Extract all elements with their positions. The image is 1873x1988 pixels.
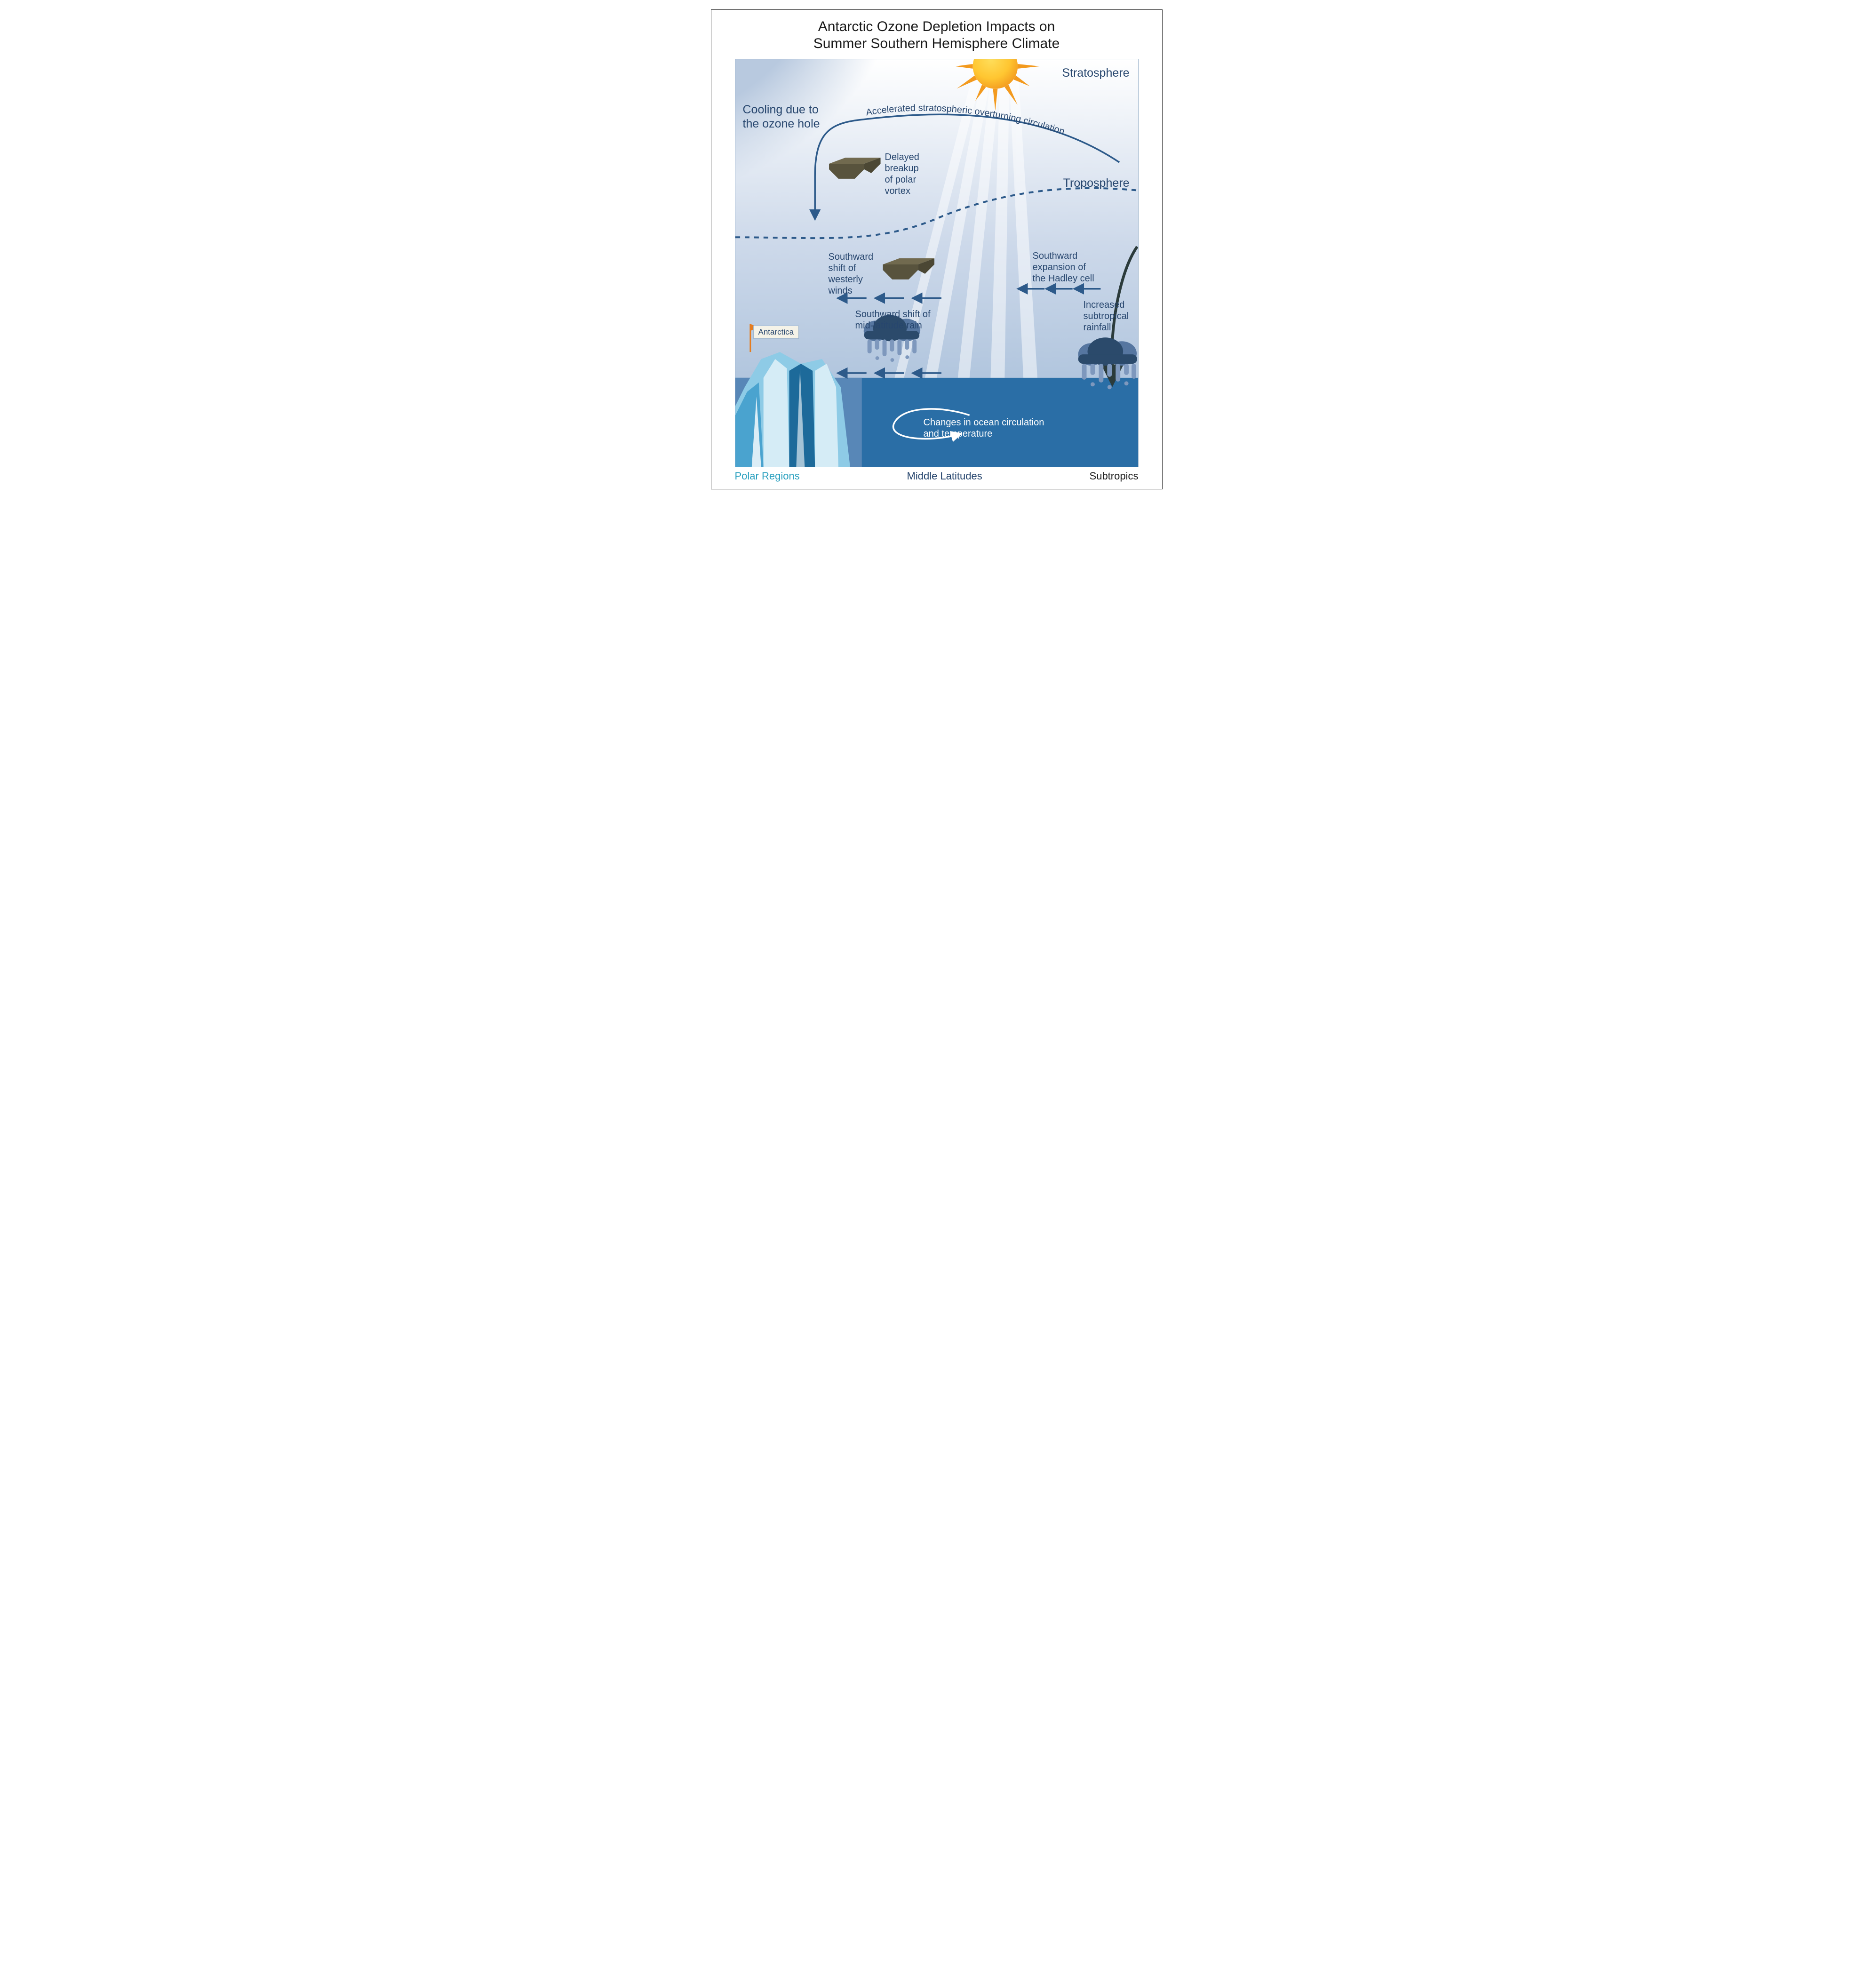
- text: the Hadley cell: [1033, 273, 1094, 284]
- vortex-label: Delayed breakup of polar vortex: [885, 152, 919, 197]
- accel-circ-label: Accelerated stratospheric overturning ci…: [865, 103, 1066, 137]
- text: Changes in ocean circulation: [924, 417, 1044, 428]
- text: expansion of: [1033, 262, 1086, 272]
- text: Southward: [829, 252, 874, 262]
- antarctica-flag-label: Antarctica: [753, 326, 799, 339]
- text: shift of: [829, 263, 856, 273]
- text: winds: [829, 286, 853, 296]
- text: Antarctica: [758, 327, 794, 336]
- text: breakup: [885, 163, 919, 174]
- bottom-axis: Polar Regions Middle Latitudes Subtropic…: [735, 470, 1139, 482]
- figure-container: Antarctic Ozone Depletion Impacts on Sum…: [711, 9, 1163, 489]
- svg-text:Accelerated stratospheric over: Accelerated stratospheric overturning ci…: [865, 103, 1066, 137]
- rain-shift-label: Southward shift of mid-latitude rain: [855, 309, 931, 331]
- ocean-label: Changes in ocean circulation and tempera…: [924, 417, 1044, 439]
- diagram-frame: Cooling due to the ozone hole Stratosphe…: [735, 59, 1139, 467]
- text: Southward shift of: [855, 309, 931, 319]
- subtropical-rain-label: Increased subtropical rainfall: [1084, 299, 1129, 333]
- figure-title: Antarctic Ozone Depletion Impacts on Sum…: [711, 10, 1162, 52]
- text: westerly: [829, 274, 863, 285]
- axis-subtropics: Subtropics: [1090, 470, 1139, 482]
- title-line-2: Summer Southern Hemisphere Climate: [813, 36, 1060, 51]
- text: Delayed: [885, 152, 919, 162]
- text: Increased: [1084, 300, 1125, 310]
- text: and temperature: [924, 429, 993, 439]
- text: subtropical: [1084, 311, 1129, 321]
- text: of polar: [885, 175, 917, 185]
- text: Southward: [1033, 251, 1078, 261]
- hadley-label: Southward expansion of the Hadley cell: [1033, 250, 1094, 284]
- text: rainfall: [1084, 322, 1111, 333]
- text: mid-latitude rain: [855, 320, 922, 331]
- axis-mid: Middle Latitudes: [907, 470, 982, 482]
- axis-polar: Polar Regions: [735, 470, 800, 482]
- text: vortex: [885, 186, 910, 196]
- title-line-1: Antarctic Ozone Depletion Impacts on: [818, 19, 1055, 34]
- westerly-label: Southward shift of westerly winds: [829, 251, 874, 296]
